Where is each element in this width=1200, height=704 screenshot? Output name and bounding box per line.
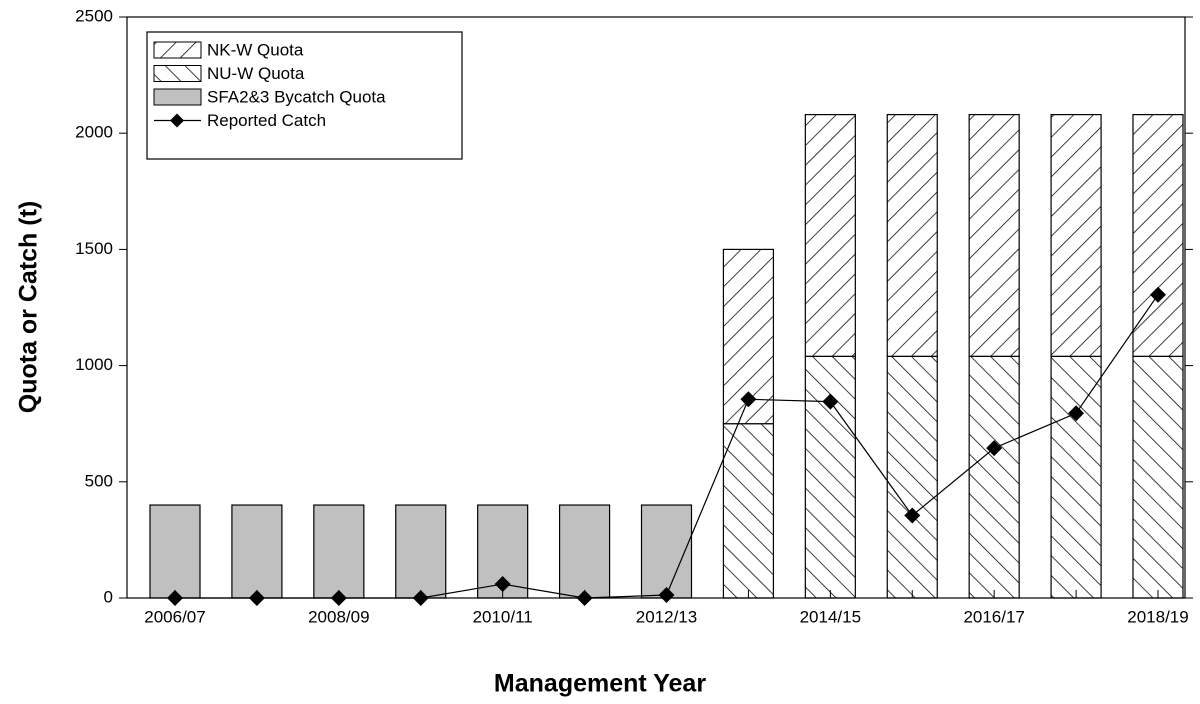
marker: [904, 507, 921, 524]
legend-swatch: [153, 88, 202, 106]
bar: [640, 504, 693, 599]
y-tick-label: 2500: [75, 6, 113, 25]
marker: [740, 391, 757, 408]
marker: [986, 440, 1003, 457]
y-tick-label: 1500: [75, 239, 113, 258]
bar: [1050, 114, 1102, 357]
bar: [313, 504, 365, 599]
marker: [658, 586, 675, 603]
bar: [395, 504, 447, 599]
x-tick-label: 2006/07: [144, 607, 205, 626]
y-tick-label: 500: [85, 471, 113, 490]
bar: [1050, 355, 1102, 599]
bar: [558, 504, 611, 599]
bar: [886, 355, 938, 599]
bar: [968, 114, 1020, 357]
legend-marker: [170, 113, 184, 128]
marker: [248, 590, 265, 606]
legend-swatch: [153, 65, 202, 82]
bar: [722, 423, 775, 599]
legend-label: NK-W Quota: [207, 40, 304, 59]
legend-swatch: [153, 41, 202, 59]
bar: [804, 355, 856, 599]
x-tick-label: 2012/13: [636, 607, 697, 626]
marker: [412, 590, 429, 606]
y-tick-label: 2000: [75, 123, 113, 142]
marker: [167, 590, 183, 606]
bar: [231, 504, 283, 599]
x-tick-label: 2016/17: [963, 607, 1024, 626]
bar: [804, 114, 856, 357]
marker: [1150, 286, 1166, 303]
bar: [1132, 355, 1184, 599]
x-tick-label: 2008/09: [308, 607, 369, 626]
y-tick-label: 0: [104, 587, 113, 606]
x-axis-title: Management Year: [494, 670, 706, 698]
plot-frame: [126, 16, 1186, 599]
x-tick-label: 2014/15: [800, 607, 861, 626]
bar: [968, 355, 1020, 599]
legend-label: NU-W Quota: [207, 64, 305, 83]
marker: [576, 590, 593, 606]
marker: [330, 590, 347, 606]
marker: [494, 576, 511, 593]
y-tick-label: 1000: [75, 355, 113, 374]
x-tick-label: 2018/19: [1127, 607, 1188, 626]
bar: [886, 114, 938, 357]
bar: [149, 504, 201, 599]
legend-label: Reported Catch: [207, 111, 326, 130]
marker: [822, 393, 839, 410]
legend-label: SFA2&3 Bycatch Quota: [207, 87, 386, 106]
bar: [1132, 114, 1184, 357]
y-axis-title: Quota or Catch (t): [15, 201, 43, 414]
x-tick-label: 2010/11: [473, 607, 533, 626]
marker: [1068, 405, 1085, 422]
